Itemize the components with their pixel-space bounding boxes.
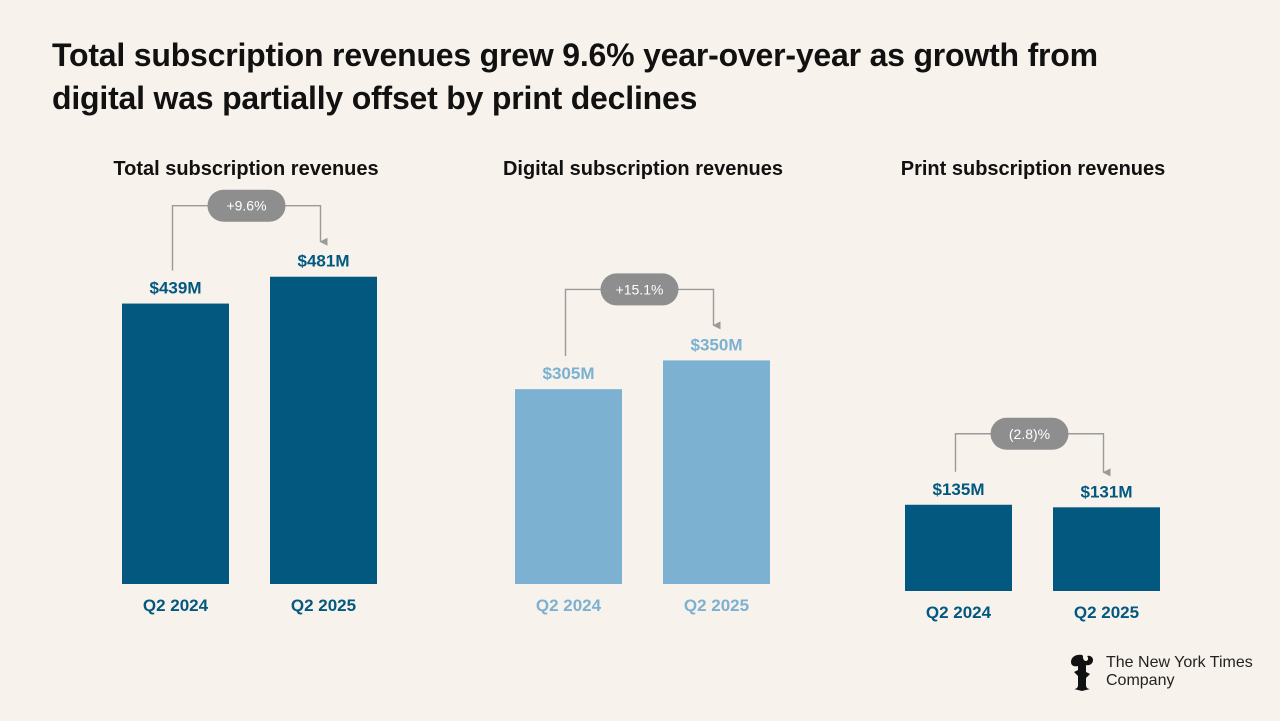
nyt-t-logo-icon	[1071, 654, 1093, 691]
value-label: $481M	[298, 252, 350, 271]
bar-q2-2024	[122, 303, 229, 584]
bar-q2-2025	[1053, 507, 1160, 591]
category-label: Q2 2025	[291, 596, 356, 615]
headline-line-2: digital was partially offset by print de…	[52, 80, 698, 116]
bar-q2-2024	[905, 504, 1012, 591]
change-label: +15.1%	[616, 281, 664, 297]
headline: Total subscription revenues grew 9.6% ye…	[52, 34, 1232, 120]
category-label: Q2 2025	[1074, 603, 1139, 622]
bar-q2-2024	[515, 389, 622, 584]
company-name-line-2: Company	[1106, 672, 1175, 689]
category-label: Q2 2024	[536, 596, 602, 615]
category-label: Q2 2024	[143, 596, 209, 615]
change-label: (2.8)%	[1009, 426, 1050, 442]
value-label: $305M	[543, 364, 595, 383]
chart-title: Digital subscription revenues	[503, 158, 783, 180]
category-label: Q2 2024	[926, 603, 992, 622]
change-badge	[990, 417, 1069, 450]
company-name-line-1: The New York Times	[1106, 654, 1253, 671]
headline-line-1: Total subscription revenues grew 9.6% ye…	[52, 37, 1098, 73]
bar-q2-2025	[663, 360, 770, 584]
category-label: Q2 2025	[684, 596, 749, 615]
value-label: $135M	[933, 480, 985, 499]
chart-title: Print subscription revenues	[901, 158, 1166, 180]
change-label: +9.6%	[226, 198, 266, 214]
value-label: $350M	[691, 335, 743, 354]
company-name: The New York Times Company	[1106, 654, 1253, 690]
chart-title: Total subscription revenues	[113, 158, 378, 180]
chart-1: Digital subscription revenues $305M Q2 202…	[503, 158, 783, 615]
change-badge	[207, 189, 286, 222]
chart-0: Total subscription revenues $439M Q2 2024 $…	[113, 158, 378, 615]
chart-2: Print subscription revenues $135M Q2 2024 $…	[901, 158, 1166, 622]
company-logo: The New York Times Company	[1066, 652, 1253, 692]
value-label: $439M	[150, 279, 202, 298]
bar-q2-2025	[270, 276, 377, 584]
value-label: $131M	[1081, 482, 1133, 501]
change-badge	[600, 273, 679, 306]
